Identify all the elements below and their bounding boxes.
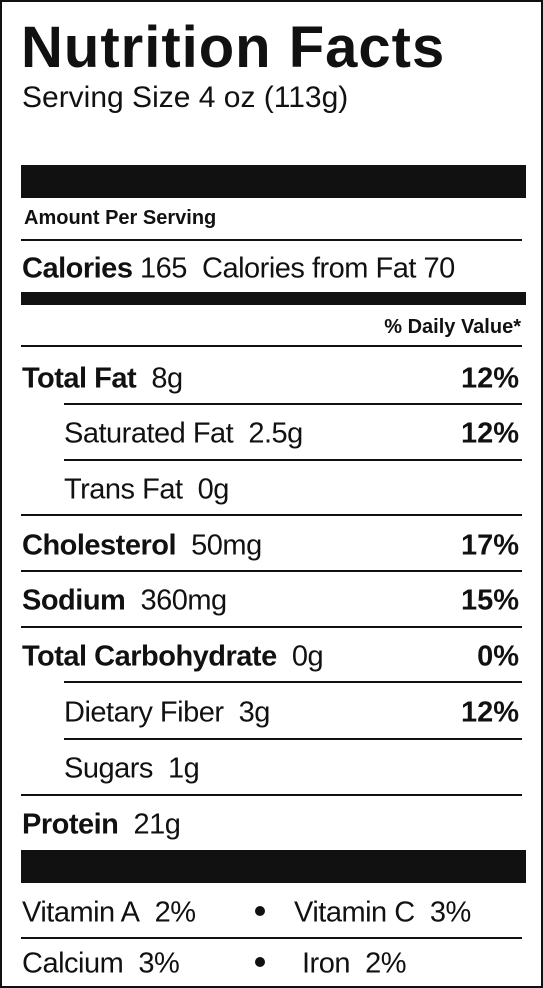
nutrient-amount: 50mg [191,529,262,562]
nutrient-name: Trans Fat [64,473,183,506]
nutrient-name: Sodium [22,584,126,617]
divider [64,681,522,683]
vitamin-name: Vitamin C [294,896,415,929]
nutrient-row: Trans Fat 0g [64,473,230,506]
thick-bar [21,165,526,198]
nutrient-name: Total Carbohydrate [22,640,277,673]
daily-value: 0% [477,640,519,673]
nutrient-amount: 8g [151,362,183,395]
nutrient-name: Cholesterol [22,529,177,562]
vitamin-amount: 2% [365,947,407,980]
nutrient-row: Total Fat 8g [22,362,183,395]
calories-value: 165 [140,252,187,285]
daily-value: 17% [460,529,519,562]
nutrient-name: Total Fat [22,362,137,395]
nutrient-name: Saturated Fat [64,417,234,450]
divider [21,937,522,939]
daily-value: 15% [460,584,519,617]
vitamin-item: Calcium 3% [22,947,180,980]
daily-value: 12% [460,362,519,395]
vitamin-item: Iron 2% [302,947,407,980]
vitamin-name: Calcium [22,947,124,980]
nutrient-row: Sodium 360mg [22,584,227,617]
divider [21,626,522,628]
nutrient-row: Total Carbohydrate 0g [22,640,324,673]
calories-row: Calories 165 Calories from Fat 70 [22,252,455,285]
nutrient-row: Protein 21g [22,808,181,841]
nutrient-name: Dietary Fiber [64,696,224,729]
nutrient-name: Sugars [64,752,153,785]
divider [21,345,522,347]
bullet [255,957,265,967]
medium-bar [21,292,526,305]
divider [64,459,522,461]
fat-calories-label: Calories from Fat [202,252,416,285]
vitamin-amount: 3% [138,947,180,980]
divider [64,403,522,405]
nutrient-amount: 0g [291,640,324,673]
nutrient-row: Saturated Fat 2.5g [64,417,303,450]
divider [21,514,522,516]
nutrient-amount: 0g [197,473,230,506]
divider [64,738,522,740]
daily-value: 12% [460,417,519,450]
nutrient-row: Sugars 1g [64,752,200,785]
title: Nutrition Facts [21,15,446,80]
nutrient-row: Cholesterol 50mg [22,529,262,562]
nutrient-amount: 360mg [140,584,227,617]
divider [21,570,522,572]
divider [21,239,522,241]
nutrient-row: Dietary Fiber 3g [64,696,271,729]
vitamin-amount: 2% [154,896,196,929]
fat-calories-value: 70 [423,252,455,285]
thick-bar [21,850,526,883]
vitamin-item: Vitamin C 3% [294,896,471,929]
daily-value: 12% [460,696,519,729]
vitamin-name: Iron [302,947,350,980]
nutrient-amount: 2.5g [248,417,303,450]
bullet [255,906,265,916]
divider [21,794,522,796]
nutrient-name: Protein [22,808,119,841]
calories-label: Calories [22,252,133,285]
nutrient-amount: 1g [168,752,200,785]
vitamin-item: Vitamin A 2% [22,896,196,929]
daily-value-header: % Daily Value* [384,316,521,338]
vitamin-name: Vitamin A [22,896,140,929]
serving-size: Serving Size 4 oz (113g) [22,81,349,114]
amount-per-serving: Amount Per Serving [24,207,217,229]
vitamin-amount: 3% [429,896,471,929]
nutrient-amount: 21g [133,808,181,841]
nutrient-amount: 3g [238,696,271,729]
